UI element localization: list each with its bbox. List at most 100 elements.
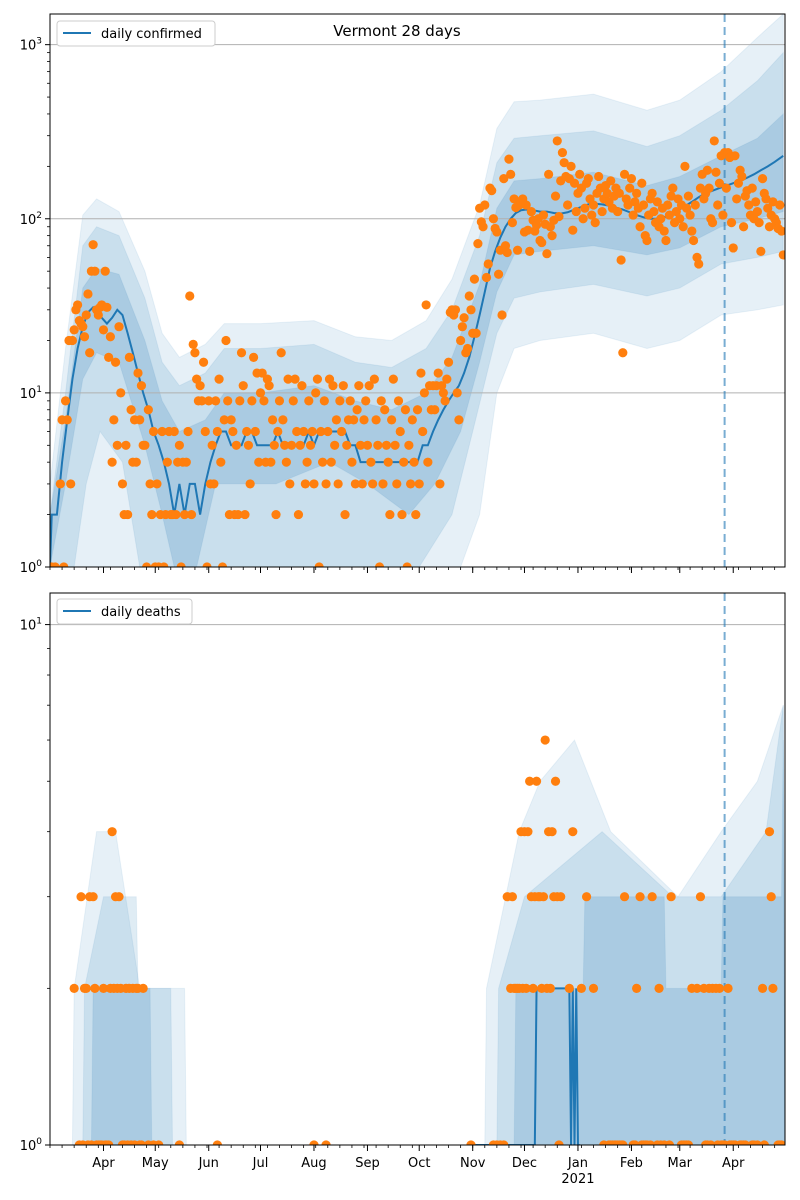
confirmed-data-point (628, 210, 638, 220)
confirmed-data-point (221, 335, 231, 346)
confirmed-data-point (83, 289, 93, 299)
confirmed-data-point (678, 222, 688, 232)
confirmed-data-point (254, 457, 264, 467)
confirmed-data-point (683, 191, 693, 201)
confirmed-data-point (504, 154, 514, 164)
confirmed-data-point (457, 322, 467, 332)
deaths-data-point (618, 1140, 628, 1145)
confirmed-data-point (302, 457, 312, 467)
confirmed-data-point (335, 396, 345, 406)
confirmed-data-point (271, 509, 281, 520)
confirmed-data-point (209, 479, 219, 489)
confirmed-data-point (217, 562, 228, 567)
confirmed-data-point (259, 396, 269, 406)
confirmed-data-point (402, 562, 412, 567)
confirmed-data-point (588, 200, 599, 210)
confirmed-data-point (547, 231, 557, 241)
confirmed-data-point (687, 226, 697, 236)
confirmed-data-point (307, 426, 317, 437)
confirmed-data-point (411, 509, 421, 520)
confirmed-data-point (702, 165, 712, 175)
x-tick-label: Jun (198, 1156, 219, 1171)
confirmed-panel: 100 101 102 103 Vermont 28 days daily confi… (20, 13, 786, 576)
deaths-data-point (90, 983, 100, 993)
deaths-axes-frame (49, 592, 786, 1146)
confirmed-data-point (245, 479, 255, 489)
deaths-data-point (740, 1140, 750, 1145)
confirmed-data-point (721, 183, 731, 193)
confirmed-data-point (299, 426, 309, 437)
confirmed-x-ticks (49, 567, 776, 573)
deaths-data-point (706, 1140, 716, 1145)
confirmed-data-point (663, 200, 673, 210)
confirmed-data-point (174, 440, 185, 450)
x-tick-label: Aug (301, 1156, 326, 1171)
confirmed-data-point (523, 225, 533, 235)
confirmed-data-point (730, 151, 740, 161)
deaths-data-point (764, 827, 775, 837)
confirmed-data-point (668, 183, 678, 193)
confirmed-data-point (240, 509, 250, 520)
confirmed-data-point (732, 194, 742, 204)
confirmed-data-point (368, 479, 378, 489)
deaths-data-point (554, 1140, 564, 1145)
y-tick-label: 103 (20, 37, 42, 54)
confirmed-data-point (81, 310, 91, 320)
confirmed-data-point (142, 562, 152, 567)
deaths-data-point (568, 827, 578, 837)
confirmed-data-point (235, 396, 245, 406)
confirmed-data-point (414, 479, 424, 489)
confirmed-data-point (492, 227, 502, 237)
confirmed-data-point (559, 158, 569, 168)
confirmed-data-point (90, 266, 100, 276)
deaths-data-point (666, 892, 676, 902)
deaths-data-point (654, 983, 664, 993)
confirmed-data-point (637, 178, 647, 188)
confirmed-data-point (73, 300, 83, 310)
confirmed-data-point (642, 235, 652, 246)
confirmed-data-point (430, 405, 440, 415)
confirmed-data-point (257, 368, 267, 378)
confirmed-data-point (362, 440, 373, 450)
confirmed-data-point (176, 562, 186, 567)
x-tick-label: Sep (355, 1156, 380, 1171)
confirmed-data-point (656, 214, 666, 224)
confirmed-data-point (243, 440, 254, 450)
confirmed-data-point (88, 240, 98, 250)
confirmed-data-point (183, 426, 193, 437)
confirmed-data-point (126, 405, 136, 415)
deaths-data-point (531, 776, 542, 786)
confirmed-data-point (311, 388, 321, 398)
confirmed-data-point (321, 479, 331, 489)
confirmed-data-point (297, 381, 307, 391)
confirmed-data-point (469, 274, 480, 284)
confirmed-data-point (143, 405, 153, 415)
confirmed-data-point (286, 440, 297, 450)
confirmed-data-point (330, 440, 340, 450)
confirmed-data-point (778, 250, 785, 260)
deaths-band-90-area (50, 705, 785, 1145)
confirmed-data-point (685, 210, 695, 220)
confirmed-data-point (499, 174, 509, 184)
confirmed-data-point (300, 479, 310, 489)
confirmed-data-point (521, 200, 531, 210)
confirmed-data-point (583, 174, 593, 184)
confirmed-y-ticks: 100 101 102 103 (20, 37, 50, 576)
confirmed-data-point (102, 302, 112, 312)
confirmed-data-point (93, 310, 103, 320)
confirmed-data-point (59, 562, 69, 567)
deaths-data-point (630, 1140, 640, 1145)
confirmed-data-point (568, 225, 578, 235)
y-tick-label: 101 (20, 617, 42, 634)
confirmed-data-point (525, 246, 535, 256)
confirmed-data-point (283, 374, 293, 384)
confirmed-data-point (223, 396, 233, 406)
confirmed-data-point (714, 178, 725, 188)
confirmed-data-point (114, 322, 124, 332)
confirmed-data-point (478, 222, 488, 232)
confirmed-data-point (647, 188, 657, 198)
confirmed-data-point (733, 178, 744, 188)
confirmed-data-point (404, 440, 414, 450)
confirmed-data-point (726, 218, 737, 228)
